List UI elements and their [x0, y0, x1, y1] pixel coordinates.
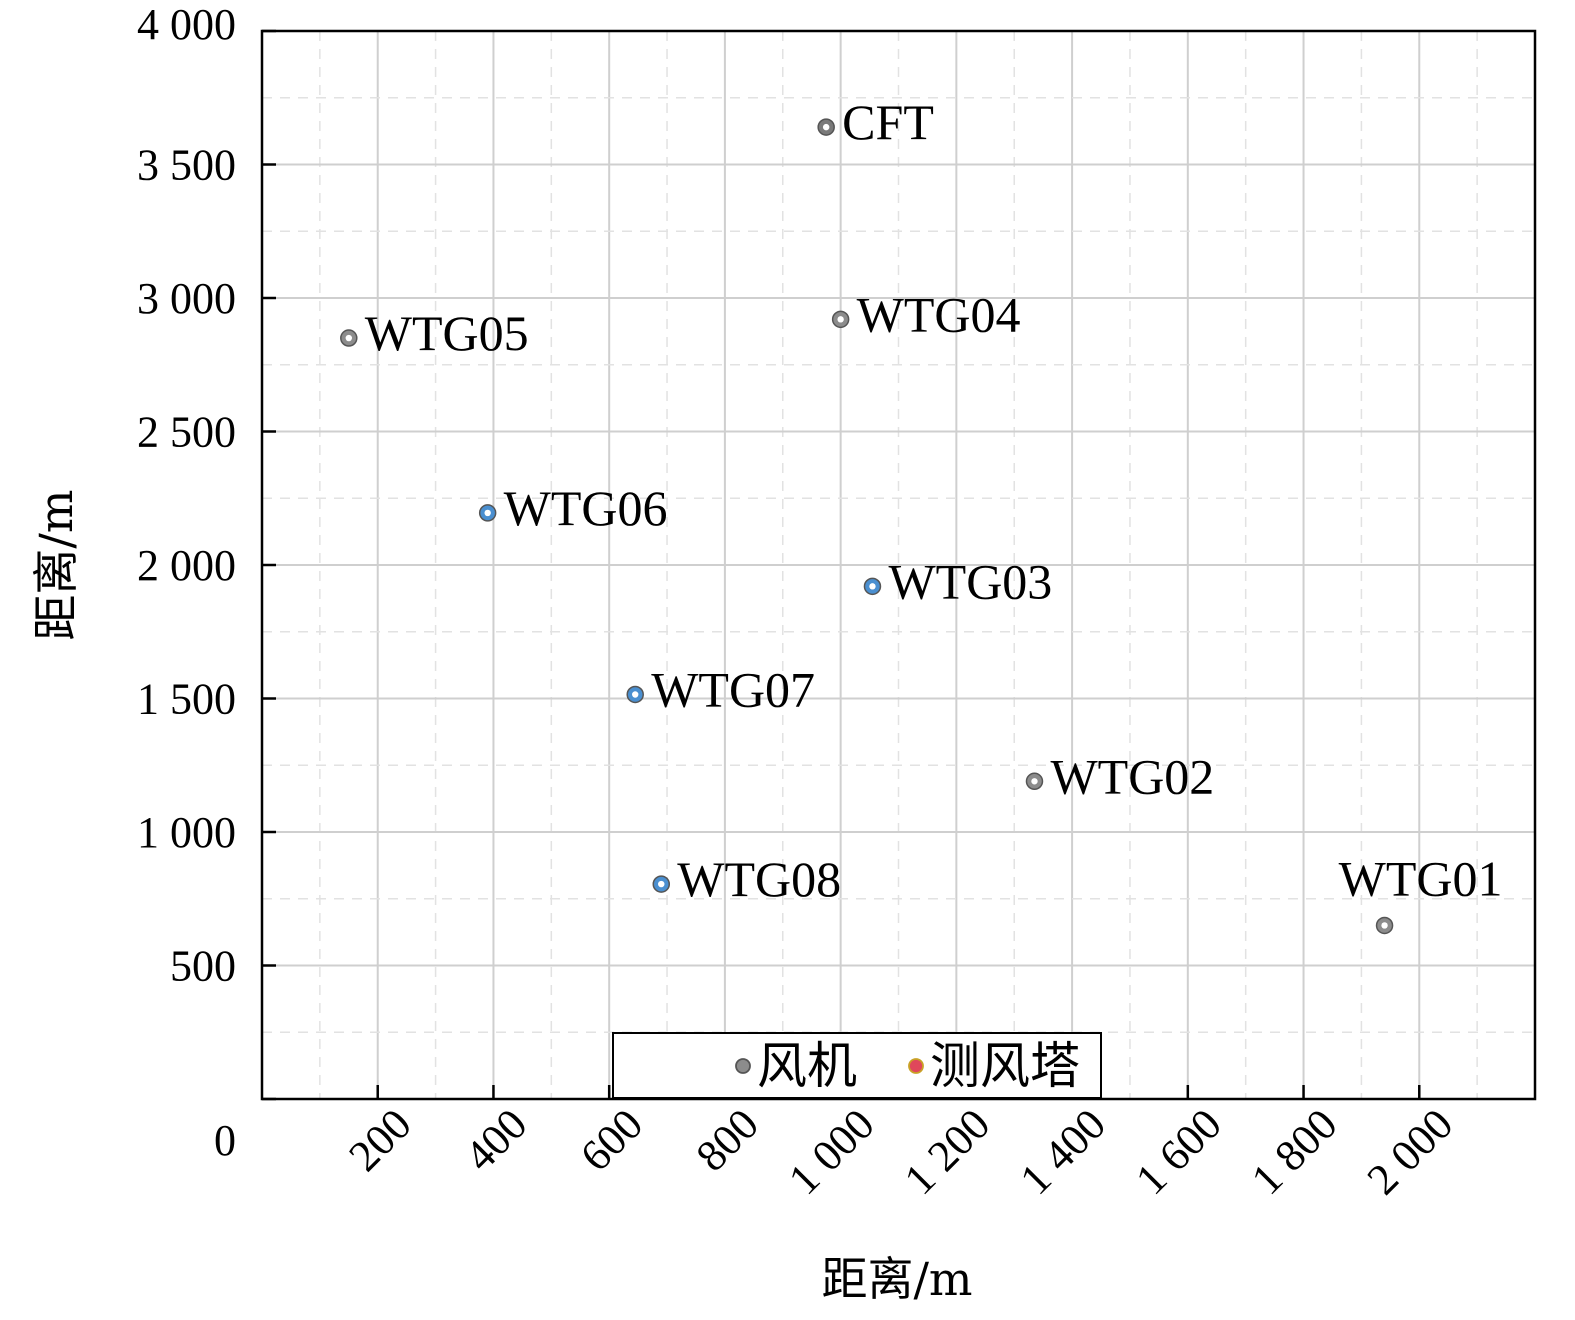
x-tick-label: 600 — [571, 1099, 652, 1180]
y-tick-label: 2 000 — [137, 541, 236, 590]
y-tick-label: 3 000 — [137, 274, 236, 323]
data-point-marker-center — [632, 691, 639, 698]
data-point-wtg03: WTG03 — [863, 553, 1052, 609]
data-point-label: WTG05 — [365, 305, 529, 361]
y-tick-label: 0 — [214, 1116, 236, 1165]
x-tick-label: 1 000 — [779, 1099, 884, 1204]
data-point-wtg07: WTG07 — [626, 661, 815, 717]
data-point-marker-center — [658, 880, 665, 888]
data-point-label: WTG02 — [1050, 748, 1214, 804]
data-point-wtg02: WTG02 — [1025, 748, 1214, 804]
data-point-marker-center — [484, 509, 491, 517]
x-tick-label: 2 000 — [1358, 1099, 1463, 1204]
y-tick-label: 2 500 — [137, 408, 236, 457]
legend-label-met-mast: 测风塔 — [930, 1037, 1080, 1095]
y-tick-label: 4 000 — [137, 0, 236, 49]
data-point-label: WTG07 — [651, 661, 815, 717]
data-point-marker-center — [1031, 778, 1038, 785]
x-tick-label: 1 200 — [895, 1099, 1000, 1204]
x-tick-label: 1 600 — [1126, 1099, 1231, 1204]
legend: 风机 测风塔 — [612, 1032, 1102, 1099]
data-point-wtg01: WTG01 — [1339, 850, 1503, 935]
data-point-wtg06: WTG06 — [478, 480, 668, 536]
y-tick-label: 3 500 — [137, 141, 236, 190]
data-point-marker-center — [837, 316, 844, 323]
x-tick-labels: 200 400 600 800 1 000 1 200 1 400 1 600 1 800 2 0… — [339, 1099, 1462, 1204]
x-tick-label: 800 — [687, 1099, 768, 1180]
y-tick-label: 1 500 — [137, 675, 236, 724]
data-point-label: CFT — [842, 94, 934, 150]
x-tick-label: 1 800 — [1242, 1099, 1347, 1204]
data-point-cft: CFT — [817, 94, 934, 150]
legend-box — [612, 1032, 1102, 1099]
x-tick-label: 200 — [339, 1099, 420, 1180]
data-point-wtg08: WTG08 — [652, 851, 841, 907]
data-point-marker-center — [822, 123, 830, 131]
data-points: CFT WTG05 WTG04 WTG06 WTG03 WTG07 WTG02 WTG08 WT… — [340, 94, 1503, 935]
data-point-wtg05: WTG05 — [340, 305, 529, 361]
y-axis-title: 距离/m — [29, 489, 83, 640]
data-point-label: WTG08 — [677, 851, 841, 907]
x-axis-title: 距离/m — [821, 1252, 972, 1306]
data-point-label: WTG01 — [1339, 850, 1503, 906]
legend-marker-met-mast — [908, 1058, 924, 1074]
data-point-wtg04: WTG04 — [831, 286, 1021, 342]
data-point-label: WTG03 — [888, 553, 1052, 609]
legend-marker-wind-turbine — [735, 1058, 751, 1074]
data-point-marker-center — [345, 334, 352, 342]
data-point-label: WTG06 — [504, 480, 668, 536]
y-tick-label: 500 — [170, 942, 236, 991]
data-point-label: WTG04 — [857, 286, 1021, 342]
y-tick-labels: 0 500 1 000 1 500 2 000 2 500 3 000 3 500 4 000 — [137, 0, 236, 1165]
data-point-marker-center — [869, 583, 876, 590]
legend-label-wind-turbine: 风机 — [757, 1037, 857, 1095]
y-tick-label: 1 000 — [137, 808, 236, 857]
data-point-marker-center — [1381, 922, 1388, 929]
x-tick-label: 400 — [455, 1099, 536, 1180]
x-tick-label: 1 400 — [1011, 1099, 1116, 1204]
